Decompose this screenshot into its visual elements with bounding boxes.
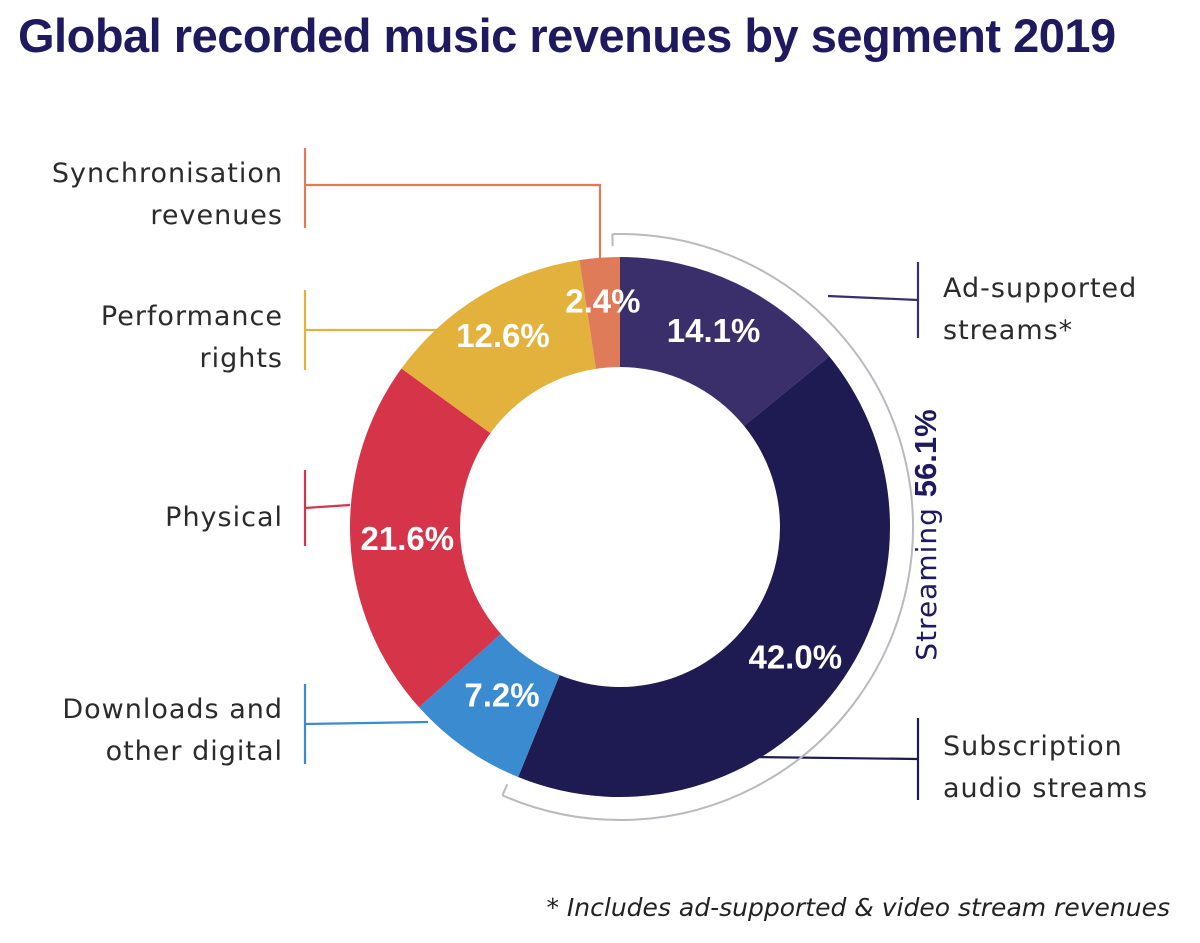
- streaming-bracket: Streaming 56.1%: [501, 233, 943, 821]
- pct-label-performance-rights: 12.6%: [456, 317, 550, 354]
- slice-performance-rights: [401, 260, 596, 434]
- leader-lines: [303, 148, 920, 800]
- leader-line-subscription-audio-streams: [749, 755, 919, 761]
- segment-label-downloads-and-other-digital: Downloads and other digital: [62, 694, 283, 767]
- pct-label-physical: 21.6%: [360, 520, 454, 557]
- percentage-labels: 14.1% 42.0% 7.2% 21.6% 12.6% 2.4%: [360, 283, 842, 714]
- slice-synchronisation-revenues: [579, 257, 620, 369]
- streaming-bracket-tick-end: [501, 783, 509, 796]
- streaming-value: 56.1%: [908, 409, 943, 497]
- slice-downloads-and-other-digital: [419, 633, 560, 778]
- streaming-label-text: Streaming 56.1%: [908, 409, 943, 660]
- segment-label-ad-supported-streams: Ad-supported streams*: [943, 273, 1137, 346]
- streaming-bracket-arc: [502, 233, 914, 821]
- leader-line-synchronisation-revenues: [305, 183, 602, 265]
- segment-labels: Ad-supported streams* Subscription audio st…: [52, 158, 1148, 804]
- segment-label-physical: Physical: [165, 502, 283, 533]
- streaming-name: Streaming: [910, 497, 943, 661]
- donut-slices: [350, 257, 890, 797]
- segment-label-performance-rights: Performance rights: [101, 301, 283, 374]
- pct-label-synchronisation-revenues: 2.4%: [565, 283, 640, 320]
- chart-title: Global recorded music revenues by segmen…: [18, 9, 1116, 62]
- footnote: * Includes ad-supported & video stream r…: [546, 893, 1170, 922]
- leader-line-downloads-and-other-digital: [304, 720, 429, 726]
- pct-label-downloads-and-other-digital: 7.2%: [464, 677, 539, 714]
- segment-label-subscription-audio-streams: Subscription audio streams: [943, 731, 1148, 804]
- leader-line-physical: [304, 503, 351, 510]
- slice-subscription-audio-streams: [518, 356, 890, 797]
- slice-ad-supported-streams: [620, 257, 830, 426]
- slice-physical: [350, 368, 501, 708]
- pct-label-subscription-audio-streams: 42.0%: [748, 639, 842, 676]
- segment-label-synchronisation-revenues: Synchronisation revenues: [52, 158, 283, 231]
- leader-line-ad-supported-streams: [827, 294, 919, 302]
- pct-label-ad-supported-streams: 14.1%: [667, 312, 761, 349]
- streaming-group-label: Streaming 56.1%: [908, 409, 943, 660]
